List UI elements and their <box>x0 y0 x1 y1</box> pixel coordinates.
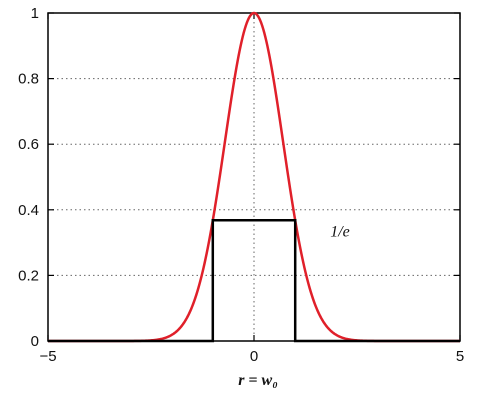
annotation-label: 1/e <box>330 223 350 240</box>
x-tick-label: −5 <box>39 348 56 365</box>
plot-area <box>48 13 460 341</box>
y-tick-label: 0.4 <box>18 202 39 219</box>
y-tick-label: 0.8 <box>18 71 39 88</box>
x-axis-title: r = w₀ <box>238 372 278 389</box>
x-tick-label: 5 <box>456 348 464 365</box>
y-tick-label: 0.2 <box>18 267 39 284</box>
y-tick-label: 0.6 <box>18 136 39 153</box>
y-tick-label: 1 <box>31 5 39 22</box>
y-tick-label: 0 <box>31 333 39 350</box>
rect-step-series-line <box>48 219 460 343</box>
x-tick-label: 0 <box>250 348 258 365</box>
